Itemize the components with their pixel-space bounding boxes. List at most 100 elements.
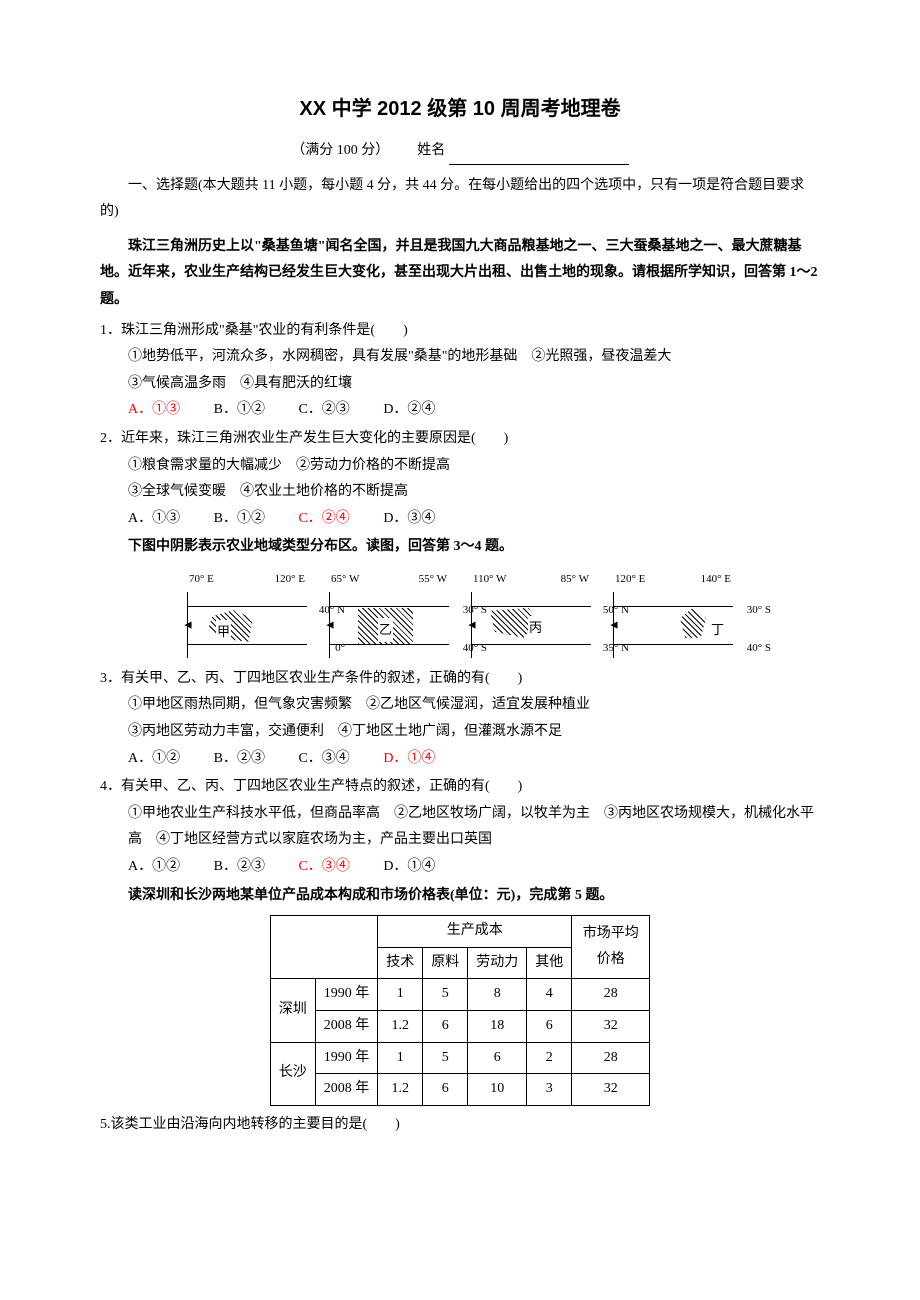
q3-options: A．①② B．②③ C．③④ D．①④ — [100, 746, 820, 773]
cell: 2 — [527, 1042, 572, 1074]
question-5: 5.该类工业由沿海向内地转移的主要目的是( ) — [100, 1112, 820, 1139]
q1-sub2: ③气候高温多雨 ④具有肥沃的红壤 — [100, 371, 820, 398]
map-d-lon2: 140° E — [701, 569, 731, 590]
cell: 4 — [527, 979, 572, 1011]
q2-opt-c[interactable]: C．②④ — [298, 506, 349, 533]
q3-sub1: ①甲地区雨热同期，但气象灾害频繁 ②乙地区气候湿润，适宜发展种植业 — [100, 692, 820, 719]
exam-title: XX 中学 2012 级第 10 周周考地理卷 — [100, 90, 820, 128]
city-changsha: 长沙 — [270, 1042, 315, 1105]
full-score-text: （满分 100 分） — [291, 143, 389, 158]
q4-sub1: ①甲地农业生产科技水平低，但商品率高 ②乙地区牧场广阔，以牧羊为主 ③丙地区农场… — [100, 801, 820, 854]
map-c-lon1: 110° W — [473, 569, 506, 590]
cell: 28 — [572, 1042, 650, 1074]
map-b-lon1: 65° W — [331, 569, 359, 590]
q2-opt-b[interactable]: B．①② — [214, 506, 265, 533]
table-row: 2008 年 1.2 6 10 3 32 — [270, 1074, 650, 1106]
cell: 1.2 — [378, 1074, 423, 1106]
year-cell: 2008 年 — [315, 1074, 378, 1106]
q4-opt-d[interactable]: D．①④ — [383, 854, 435, 881]
cell: 6 — [527, 1010, 572, 1042]
map-c: 110° W85° W ◄ 50° N 35° N 丙 — [471, 569, 591, 660]
col-material: 原料 — [423, 947, 468, 979]
cell: 10 — [468, 1074, 527, 1106]
q1-opt-c[interactable]: C．②③ — [298, 397, 349, 424]
arrow-left-icon: ◄ — [466, 613, 478, 636]
q4-stem: 4．有关甲、乙、丙、丁四地区农业生产特点的叙述，正确的有( ) — [100, 774, 820, 801]
question-2: 2．近年来，珠江三角洲农业生产发生巨大变化的主要原因是( ) ①粮食需求量的大幅… — [100, 426, 820, 532]
q4-options: A．①② B．②③ C．③④ D．①④ — [100, 854, 820, 881]
map-a-lon1: 70° E — [189, 569, 214, 590]
table-row: 深圳 1990 年 1 5 8 4 28 — [270, 979, 650, 1011]
question-4: 4．有关甲、乙、丙、丁四地区农业生产特点的叙述，正确的有( ) ①甲地农业生产科… — [100, 774, 820, 880]
section-1-intro: 一、选择题(本大题共 11 小题，每小题 4 分，共 44 分。在每小题给出的四… — [100, 173, 820, 226]
q2-sub2: ③全球气候变暖 ④农业土地价格的不断提高 — [100, 479, 820, 506]
map-b: 65° W55° W ◄ 30° S 40° S 乙 — [329, 569, 449, 660]
q4-opt-b[interactable]: B．②③ — [214, 854, 265, 881]
map-a: 70° E120° E ◄ 40° N 0° 甲 — [187, 569, 307, 660]
q2-options: A．①③ B．①② C．②④ D．③④ — [100, 506, 820, 533]
cell: 1 — [378, 979, 423, 1011]
exam-subtitle: （满分 100 分） 姓名 — [100, 138, 820, 165]
map-figures: 70° E120° E ◄ 40° N 0° 甲 65° W55° W ◄ 30… — [100, 569, 820, 660]
map-b-label: 乙 — [378, 618, 393, 643]
cell: 3 — [527, 1074, 572, 1106]
table-row: 生产成本 市场平均价格 — [270, 916, 650, 948]
passage-1: 珠江三角洲历史上以"桑基鱼塘"闻名全国，并且是我国九大商品粮基地之一、三大蚕桑基… — [100, 234, 820, 314]
table-row: 2008 年 1.2 6 18 6 32 — [270, 1010, 650, 1042]
q2-stem: 2．近年来，珠江三角洲农业生产发生巨大变化的主要原因是( ) — [100, 426, 820, 453]
map-a-label: 甲 — [216, 620, 231, 645]
q2-opt-a[interactable]: A．①③ — [128, 506, 180, 533]
q1-options: A．①③ B．①② C．②③ D．②④ — [100, 397, 820, 424]
map-d-lat2: 40° S — [747, 638, 771, 659]
cell: 6 — [468, 1042, 527, 1074]
q1-opt-a[interactable]: A．①③ — [128, 397, 180, 424]
q3-opt-d[interactable]: D．①④ — [383, 746, 435, 773]
q3-sub2: ③丙地区劳动力丰富，交通便利 ④丁地区土地广阔，但灌溉水源不足 — [100, 719, 820, 746]
map-d-lon1: 120° E — [615, 569, 645, 590]
q3-opt-b[interactable]: B．②③ — [214, 746, 265, 773]
name-blank[interactable] — [449, 164, 629, 165]
passage-2: 下图中阴影表示农业地域类型分布区。读图，回答第 3～4 题。 — [100, 534, 820, 561]
map-c-lon2: 85° W — [561, 569, 589, 590]
cell: 8 — [468, 979, 527, 1011]
q1-opt-d[interactable]: D．②④ — [383, 397, 435, 424]
city-shenzhen: 深圳 — [270, 979, 315, 1042]
map-d: 120° E140° E ◄ 30° S 40° S 丁 — [613, 569, 733, 660]
q3-opt-c[interactable]: C．③④ — [298, 746, 349, 773]
name-label: 姓名 — [417, 143, 445, 158]
cell: 32 — [572, 1074, 650, 1106]
col-cost: 生产成本 — [378, 916, 572, 948]
col-tech: 技术 — [378, 947, 423, 979]
q2-sub1: ①粮食需求量的大幅减少 ②劳动力价格的不断提高 — [100, 453, 820, 480]
col-price: 市场平均价格 — [572, 916, 650, 979]
q4-opt-a[interactable]: A．①② — [128, 854, 180, 881]
arrow-left-icon: ◄ — [324, 613, 336, 636]
q3-opt-a[interactable]: A．①② — [128, 746, 180, 773]
arrow-left-icon: ◄ — [608, 613, 620, 636]
map-d-label: 丁 — [710, 618, 725, 643]
cell: 6 — [423, 1010, 468, 1042]
q4-opt-c[interactable]: C．③④ — [298, 854, 349, 881]
table-row: 长沙 1990 年 1 5 6 2 28 — [270, 1042, 650, 1074]
cell: 1.2 — [378, 1010, 423, 1042]
cell: 18 — [468, 1010, 527, 1042]
cell: 5 — [423, 1042, 468, 1074]
q1-opt-b[interactable]: B．①② — [214, 397, 265, 424]
cell: 5 — [423, 979, 468, 1011]
map-d-lat1: 30° S — [747, 600, 771, 621]
map-c-label: 丙 — [528, 616, 543, 641]
q5-stem: 5.该类工业由沿海向内地转移的主要目的是( ) — [100, 1112, 820, 1139]
map-b-lon2: 55° W — [419, 569, 447, 590]
question-3: 3．有关甲、乙、丙、丁四地区农业生产条件的叙述，正确的有( ) ①甲地区雨热同期… — [100, 666, 820, 772]
arrow-left-icon: ◄ — [182, 613, 194, 636]
question-1: 1．珠江三角洲形成"桑基"农业的有利条件是( ) ①地势低平，河流众多，水网稠密… — [100, 318, 820, 424]
cell: 28 — [572, 979, 650, 1011]
cell: 32 — [572, 1010, 650, 1042]
col-labor: 劳动力 — [468, 947, 527, 979]
map-a-lon2: 120° E — [275, 569, 305, 590]
year-cell: 1990 年 — [315, 1042, 378, 1074]
cost-table: 生产成本 市场平均价格 技术 原料 劳动力 其他 深圳 1990 年 1 5 8… — [270, 915, 651, 1106]
col-other: 其他 — [527, 947, 572, 979]
q2-opt-d[interactable]: D．③④ — [383, 506, 435, 533]
cell: 6 — [423, 1074, 468, 1106]
